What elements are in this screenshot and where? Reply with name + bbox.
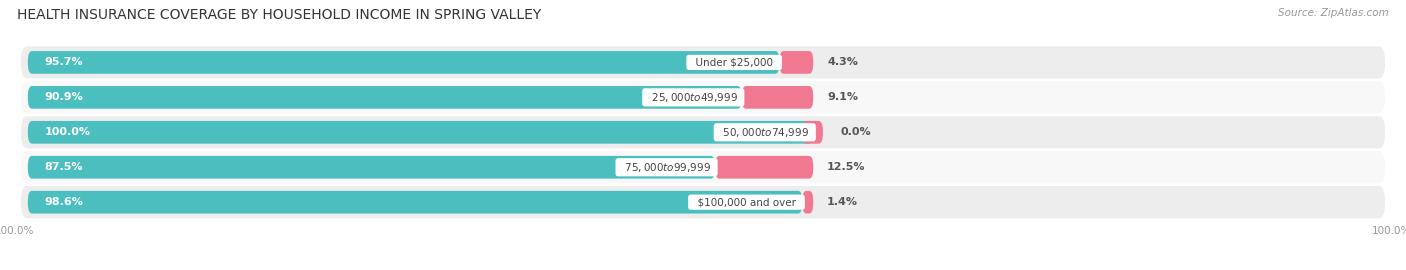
FancyBboxPatch shape [21,46,1385,79]
FancyBboxPatch shape [28,51,779,74]
Text: $75,000 to $99,999: $75,000 to $99,999 [619,161,716,174]
Text: $50,000 to $74,999: $50,000 to $74,999 [716,126,813,139]
Text: 9.1%: 9.1% [827,92,858,102]
Text: 100.0%: 100.0% [45,127,90,137]
Text: 12.5%: 12.5% [827,162,866,172]
FancyBboxPatch shape [21,186,1385,218]
FancyBboxPatch shape [803,191,813,214]
Text: 4.3%: 4.3% [827,58,858,68]
FancyBboxPatch shape [21,151,1385,183]
FancyBboxPatch shape [779,51,813,74]
FancyBboxPatch shape [28,191,803,214]
FancyBboxPatch shape [21,116,1385,148]
FancyBboxPatch shape [21,81,1385,113]
FancyBboxPatch shape [742,86,813,109]
Text: Under $25,000: Under $25,000 [689,58,779,68]
Text: 98.6%: 98.6% [45,197,83,207]
FancyBboxPatch shape [28,86,742,109]
Text: $100,000 and over: $100,000 and over [690,197,803,207]
Text: 1.4%: 1.4% [827,197,858,207]
FancyBboxPatch shape [28,121,813,144]
FancyBboxPatch shape [716,156,813,178]
FancyBboxPatch shape [803,121,823,144]
Text: 0.0%: 0.0% [841,127,872,137]
Text: Source: ZipAtlas.com: Source: ZipAtlas.com [1278,8,1389,18]
Text: 90.9%: 90.9% [45,92,83,102]
Text: 87.5%: 87.5% [45,162,83,172]
Text: $25,000 to $49,999: $25,000 to $49,999 [645,91,742,104]
Text: HEALTH INSURANCE COVERAGE BY HOUSEHOLD INCOME IN SPRING VALLEY: HEALTH INSURANCE COVERAGE BY HOUSEHOLD I… [17,8,541,22]
Text: 95.7%: 95.7% [45,58,83,68]
FancyBboxPatch shape [28,156,716,178]
